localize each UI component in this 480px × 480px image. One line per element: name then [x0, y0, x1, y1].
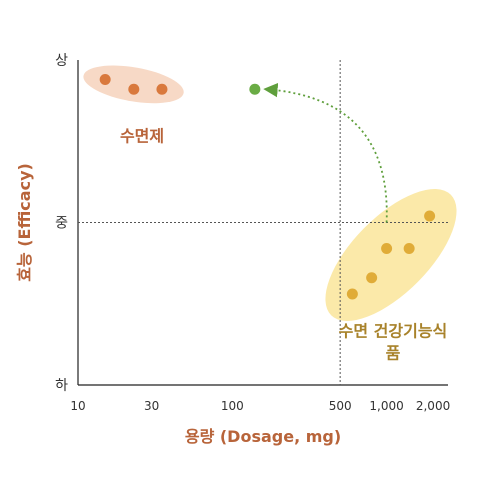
y-axis-label: 효능 (Efficacy) — [15, 163, 34, 282]
x-tick-label: 2,000 — [416, 399, 450, 413]
data-point — [156, 83, 168, 95]
x-tick-label: 1,000 — [369, 399, 403, 413]
data-point — [424, 210, 436, 222]
x-tick-label: 500 — [329, 399, 352, 413]
group-label: 수면 건강기능식 — [339, 321, 448, 340]
data-point — [366, 272, 378, 284]
y-tick-label: 하 — [55, 378, 68, 394]
x-tick-label: 100 — [221, 399, 244, 413]
group-ellipse — [325, 189, 457, 321]
y-tick-label: 상 — [55, 53, 68, 69]
group-label: 품 — [386, 343, 401, 362]
x-tick-label: 10 — [70, 399, 85, 413]
data-point — [346, 288, 358, 300]
arrow — [263, 82, 388, 223]
x-axis-label: 용량 (Dosage, mg) — [185, 427, 341, 446]
target-point — [249, 83, 261, 95]
data-point — [99, 74, 111, 85]
data-point — [128, 83, 140, 95]
x-tick-label: 30 — [144, 399, 159, 413]
group-label: 수면제 — [120, 126, 164, 145]
data-point — [381, 243, 393, 254]
data-point — [403, 243, 415, 254]
y-tick-label: 중 — [55, 216, 68, 232]
